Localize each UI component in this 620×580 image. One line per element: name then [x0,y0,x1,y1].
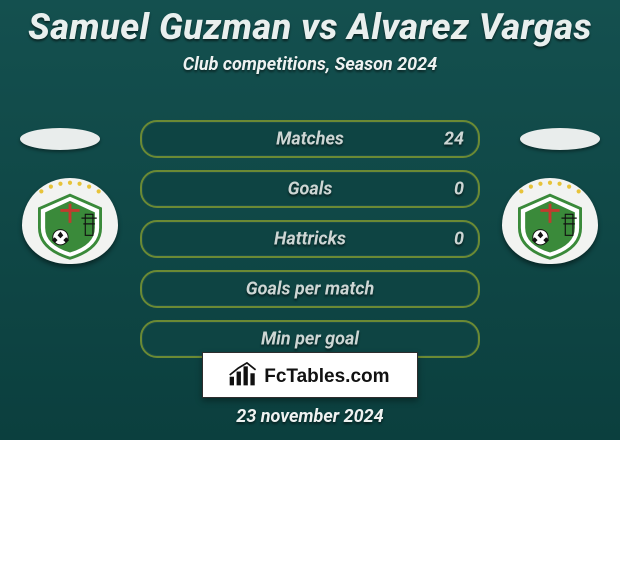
page-subtitle: Club competitions, Season 2024 [0,54,620,75]
stat-value-right: 24 [444,129,464,150]
stat-row-hattricks: Hattricks 0 [140,220,480,258]
stat-label: Min per goal [142,329,478,350]
crest-icon [502,178,598,264]
brand-logo: FcTables.com [202,352,418,398]
player-left-placeholder [20,128,100,150]
stat-value-right: 0 [454,179,464,200]
stat-row-goals: Goals 0 [140,170,480,208]
stat-label: Goals [142,179,478,200]
stat-label: Goals per match [142,279,478,300]
player-right-placeholder [520,128,600,150]
stat-row-goals-per-match: Goals per match [140,270,480,308]
stat-label: Hattricks [142,229,478,250]
crest-icon [22,178,118,264]
stats-rows: Matches 24 Goals 0 Hattricks 0 Goals per… [140,120,480,358]
stat-row-matches: Matches 24 [140,120,480,158]
fctables-logo-icon: FcTables.com [215,356,405,394]
page-title: Samuel Guzman vs Alvarez Vargas [0,0,620,48]
stat-value-right: 0 [454,229,464,250]
svg-text:FcTables.com: FcTables.com [264,366,389,387]
club-crest-left [22,178,118,264]
footer-date: 23 november 2024 [0,406,620,427]
stat-label: Matches [142,129,478,150]
comparison-card: Samuel Guzman vs Alvarez Vargas Club com… [0,0,620,440]
club-crest-right [502,178,598,264]
